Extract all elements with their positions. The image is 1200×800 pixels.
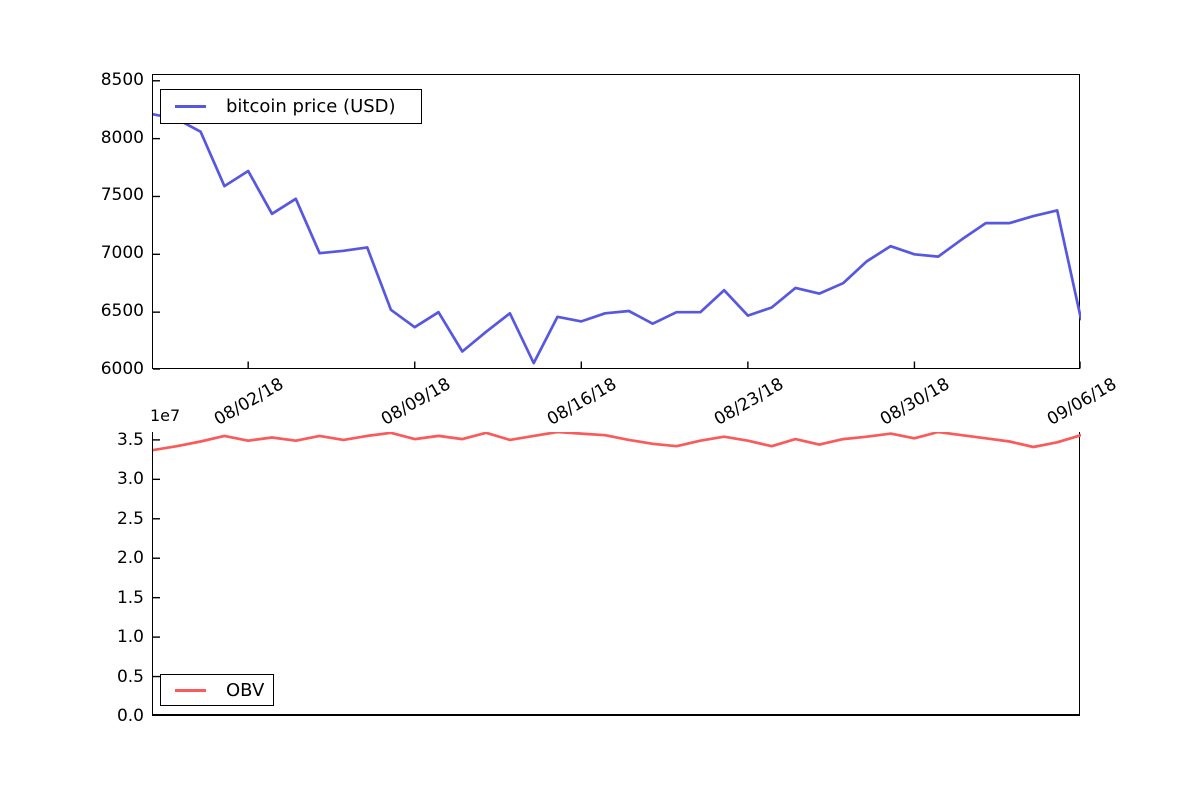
obv-legend: OBV xyxy=(160,674,274,706)
price-legend: bitcoin price (USD) xyxy=(160,89,422,124)
obv-y-tick-label: 3.5 xyxy=(116,429,144,450)
obv-plot-area xyxy=(153,432,1081,716)
price-y-tick-label: 6500 xyxy=(100,301,144,322)
obv-legend-label: OBV xyxy=(226,679,265,701)
price-y-tick-label: 7500 xyxy=(100,185,144,206)
price-legend-label: bitcoin price (USD) xyxy=(226,96,396,117)
price-y-tick-label: 7000 xyxy=(100,243,144,264)
price-line xyxy=(153,112,1081,365)
obv-y-tick-label: 0.5 xyxy=(116,666,144,687)
obv-line xyxy=(153,432,1081,452)
price-y-tick-label: 6000 xyxy=(100,359,144,379)
price-y-tick-label: 8500 xyxy=(100,69,144,90)
price-x-tick-label: 08/09/18 xyxy=(377,374,454,430)
price-x-tick-label: 08/02/18 xyxy=(211,374,288,430)
price-x-tick-label: 09/06/18 xyxy=(1043,374,1121,430)
obv-y-tick-label: 1.5 xyxy=(116,587,144,608)
obv-y-tick-label: 1.0 xyxy=(116,627,144,648)
price-y-tick-label: 8000 xyxy=(100,127,144,148)
price-plot-area xyxy=(153,80,1081,370)
obv-legend-line-sample xyxy=(175,688,206,692)
price-legend-line-sample xyxy=(175,105,206,108)
price-chart-axes: bitcoin price (USD) xyxy=(152,74,1081,370)
obv-y-tick-label: 2.0 xyxy=(116,548,144,569)
price-x-tick-label: 08/16/18 xyxy=(544,374,621,430)
price-x-tick-label: 08/23/18 xyxy=(710,374,787,430)
obv-chart-axes: OBV xyxy=(152,432,1081,716)
obv-axis-offset-label: 1e7 xyxy=(150,406,181,425)
obv-y-tick-label: 2.5 xyxy=(116,508,144,529)
obv-y-tick-label: 3.0 xyxy=(116,469,144,490)
obv-y-tick-label: 0.0 xyxy=(116,706,144,726)
price-x-tick-label: 08/30/18 xyxy=(877,374,954,430)
